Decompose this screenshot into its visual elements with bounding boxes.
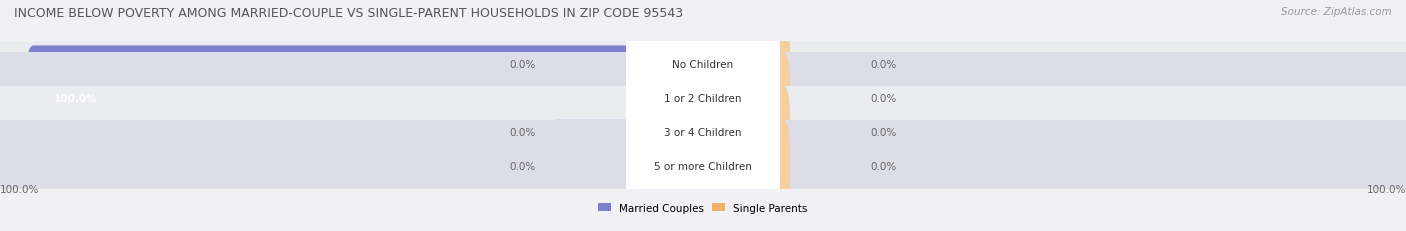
Text: 0.0%: 0.0%	[870, 60, 897, 70]
FancyBboxPatch shape	[626, 3, 780, 128]
Text: 0.0%: 0.0%	[870, 94, 897, 104]
Text: 100.0%: 100.0%	[1367, 184, 1406, 195]
FancyBboxPatch shape	[630, 19, 790, 111]
FancyBboxPatch shape	[0, 87, 703, 178]
Text: 0.0%: 0.0%	[509, 127, 536, 137]
FancyBboxPatch shape	[626, 103, 780, 228]
FancyBboxPatch shape	[703, 19, 1406, 111]
Text: 100.0%: 100.0%	[0, 184, 39, 195]
Text: INCOME BELOW POVERTY AMONG MARRIED-COUPLE VS SINGLE-PARENT HOUSEHOLDS IN ZIP COD: INCOME BELOW POVERTY AMONG MARRIED-COUPL…	[14, 7, 683, 20]
Text: 0.0%: 0.0%	[870, 127, 897, 137]
FancyBboxPatch shape	[630, 120, 790, 212]
Text: No Children: No Children	[672, 60, 734, 70]
FancyBboxPatch shape	[630, 87, 790, 178]
FancyBboxPatch shape	[626, 70, 780, 195]
FancyBboxPatch shape	[703, 53, 1406, 144]
FancyBboxPatch shape	[0, 120, 703, 212]
Text: Source: ZipAtlas.com: Source: ZipAtlas.com	[1281, 7, 1392, 17]
Legend: Married Couples, Single Parents: Married Couples, Single Parents	[595, 198, 811, 217]
FancyBboxPatch shape	[0, 82, 1406, 182]
FancyBboxPatch shape	[548, 19, 710, 111]
FancyBboxPatch shape	[0, 15, 1406, 115]
FancyBboxPatch shape	[548, 87, 710, 178]
FancyBboxPatch shape	[630, 53, 790, 144]
FancyBboxPatch shape	[548, 120, 710, 212]
Text: 100.0%: 100.0%	[53, 94, 97, 104]
Text: 3 or 4 Children: 3 or 4 Children	[664, 127, 742, 137]
FancyBboxPatch shape	[0, 49, 1406, 149]
Text: 5 or more Children: 5 or more Children	[654, 161, 752, 171]
Text: 0.0%: 0.0%	[870, 161, 897, 171]
FancyBboxPatch shape	[0, 19, 703, 111]
FancyBboxPatch shape	[703, 87, 1406, 178]
FancyBboxPatch shape	[626, 36, 780, 161]
Text: 0.0%: 0.0%	[509, 161, 536, 171]
FancyBboxPatch shape	[25, 46, 711, 151]
FancyBboxPatch shape	[0, 53, 703, 144]
FancyBboxPatch shape	[703, 120, 1406, 212]
Text: 1 or 2 Children: 1 or 2 Children	[664, 94, 742, 104]
Text: 0.0%: 0.0%	[509, 60, 536, 70]
FancyBboxPatch shape	[0, 116, 1406, 216]
